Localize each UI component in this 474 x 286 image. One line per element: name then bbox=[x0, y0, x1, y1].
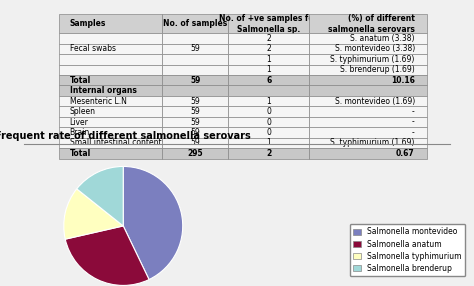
Wedge shape bbox=[64, 189, 123, 239]
Legend: Salmonella montevideo, Salmonella anatum, Salmonella typhimurium, Salmonella bre: Salmonella montevideo, Salmonella anatum… bbox=[349, 224, 465, 277]
Wedge shape bbox=[77, 166, 123, 226]
Title: Frequent rate of different salmonella serovars: Frequent rate of different salmonella se… bbox=[0, 131, 251, 141]
Wedge shape bbox=[123, 166, 183, 279]
Wedge shape bbox=[65, 226, 149, 285]
